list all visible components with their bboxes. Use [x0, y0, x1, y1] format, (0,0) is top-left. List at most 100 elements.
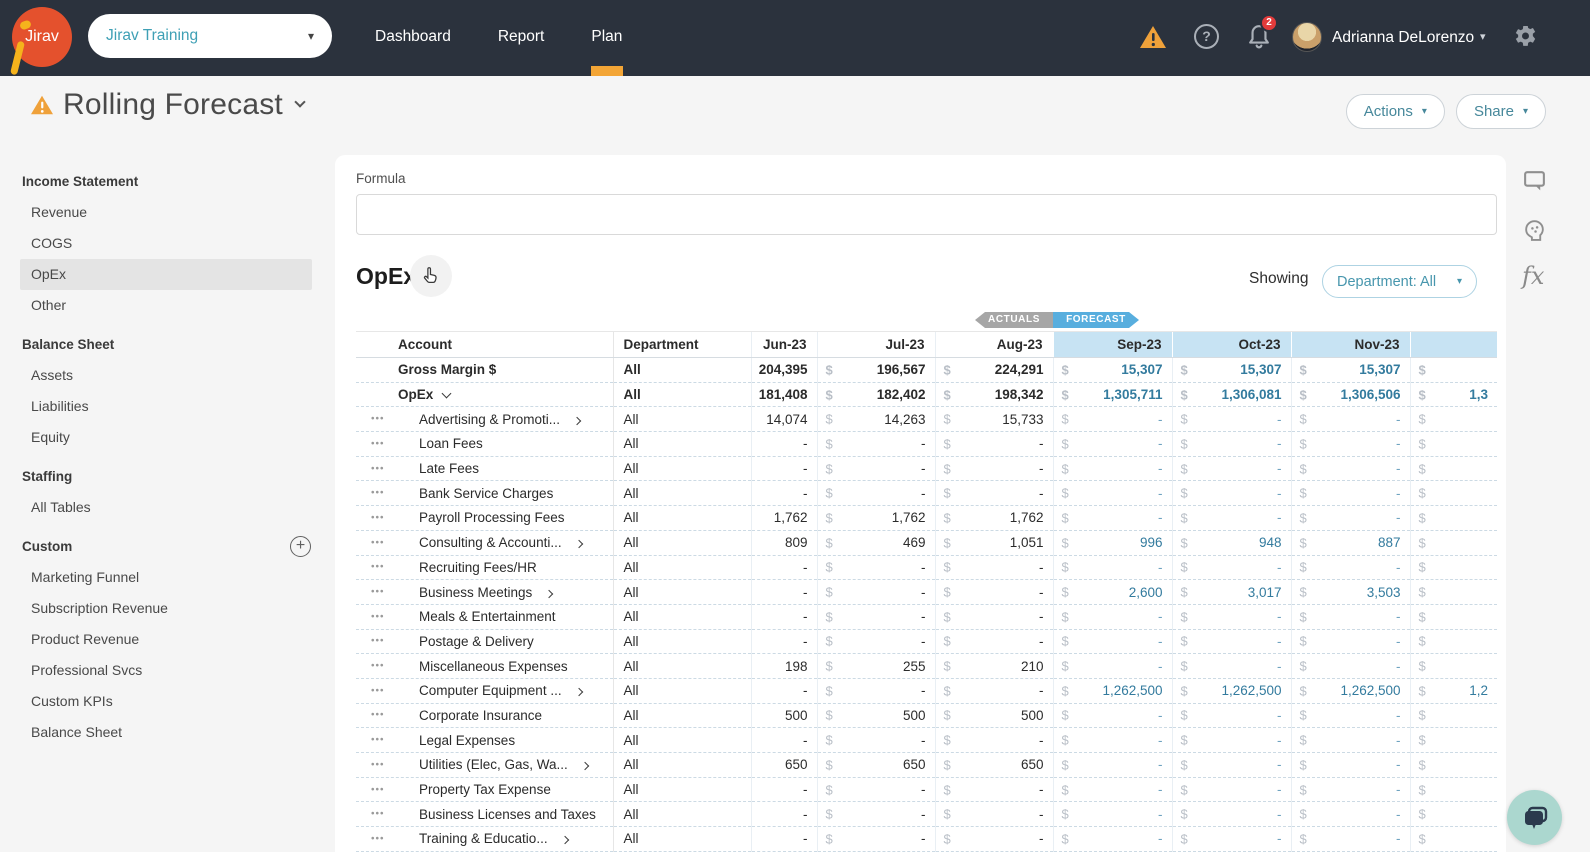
- account-name[interactable]: Corporate Insurance: [419, 707, 543, 723]
- value-cell-dec23[interactable]: $: [1409, 703, 1497, 729]
- account-name[interactable]: Payroll Processing Fees: [419, 510, 565, 526]
- value-cell-sep23[interactable]: $ -: [1052, 653, 1172, 679]
- value-cell-nov23[interactable]: $ -: [1290, 826, 1410, 852]
- user-menu[interactable]: Adrianna DeLorenzo: [1332, 29, 1475, 46]
- value-cell-jul23[interactable]: $ -: [816, 801, 935, 828]
- value-cell-aug23[interactable]: $1,762: [934, 505, 1053, 531]
- value-cell-sep23[interactable]: $ -: [1052, 604, 1172, 630]
- value-cell-aug23[interactable]: $ -: [934, 579, 1053, 605]
- value-cell-nov23[interactable]: $ -: [1290, 752, 1410, 778]
- value-cell-jul23[interactable]: $469: [816, 530, 935, 556]
- notifications-button[interactable]: 2: [1246, 14, 1278, 56]
- value-cell-jul23[interactable]: $255: [816, 653, 935, 679]
- value-cell-aug23[interactable]: $ -: [934, 604, 1053, 630]
- comment-icon[interactable]: [1522, 168, 1547, 193]
- user-caret-down-icon[interactable]: ▾: [1480, 31, 1486, 43]
- row-menu-icon[interactable]: •••: [371, 808, 385, 820]
- value-cell-dec23[interactable]: $: [1409, 431, 1497, 457]
- value-cell-sep23[interactable]: $ -: [1052, 480, 1172, 507]
- value-cell-jun23[interactable]: 500: [750, 703, 817, 729]
- value-cell-oct23[interactable]: $ -: [1171, 604, 1291, 630]
- chevron-right-icon[interactable]: [572, 416, 582, 425]
- sidebar-item-liabilities[interactable]: Liabilities: [31, 398, 89, 414]
- value-cell-jul23[interactable]: $ -: [816, 456, 935, 482]
- row-menu-icon[interactable]: •••: [371, 463, 385, 475]
- value-cell-jun23[interactable]: -: [750, 826, 817, 852]
- value-cell-oct23[interactable]: $ -: [1171, 555, 1291, 581]
- value-cell-sep23[interactable]: $ -: [1052, 431, 1172, 457]
- value-cell-nov23[interactable]: $ -: [1290, 629, 1410, 655]
- value-cell-nov23[interactable]: $ -: [1290, 505, 1410, 531]
- value-cell-jul23[interactable]: $ -: [816, 826, 935, 852]
- sidebar-item-opex[interactable]: OpEx: [20, 259, 312, 290]
- row-menu-icon[interactable]: •••: [371, 759, 385, 771]
- value-cell-dec23[interactable]: $: [1409, 653, 1497, 679]
- value-cell-sep23[interactable]: $1,262,500: [1052, 678, 1172, 704]
- value-cell-sep23[interactable]: $ -: [1052, 752, 1172, 778]
- value-cell-jun23[interactable]: -: [750, 604, 817, 630]
- value-cell-jul23[interactable]: $196,567: [816, 357, 935, 383]
- row-menu-icon[interactable]: •••: [371, 413, 385, 425]
- value-cell-sep23[interactable]: $2,600: [1052, 579, 1172, 605]
- value-cell-aug23[interactable]: $ -: [934, 727, 1053, 753]
- value-cell-oct23[interactable]: $ -: [1171, 826, 1291, 852]
- ai-assistant-icon[interactable]: [1522, 218, 1547, 243]
- avatar[interactable]: [1292, 22, 1322, 52]
- value-cell-jun23[interactable]: 1,762: [750, 505, 817, 531]
- value-cell-oct23[interactable]: $948: [1171, 530, 1291, 556]
- value-cell-jul23[interactable]: $182,402: [816, 382, 935, 408]
- account-name[interactable]: Training & Educatio...: [419, 831, 548, 847]
- sidebar-item-assets[interactable]: Assets: [31, 367, 74, 383]
- account-name[interactable]: Legal Expenses: [419, 732, 516, 748]
- value-cell-aug23[interactable]: $ -: [934, 826, 1053, 852]
- value-cell-oct23[interactable]: $ -: [1171, 505, 1291, 531]
- chevron-right-icon[interactable]: [580, 762, 590, 771]
- warning-icon[interactable]: [1139, 24, 1167, 50]
- value-cell-jun23[interactable]: -: [750, 678, 817, 704]
- value-cell-dec23[interactable]: $: [1409, 604, 1497, 630]
- value-cell-aug23[interactable]: $210: [934, 653, 1053, 679]
- jirav-logo[interactable]: Jirav: [9, 7, 72, 76]
- title-caret-down-icon[interactable]: [294, 96, 306, 108]
- value-cell-aug23[interactable]: $650: [934, 752, 1053, 778]
- row-menu-icon[interactable]: •••: [371, 660, 385, 672]
- value-cell-jun23[interactable]: -: [750, 456, 817, 482]
- value-cell-aug23[interactable]: $1,051: [934, 530, 1053, 556]
- row-menu-icon[interactable]: •••: [371, 537, 385, 549]
- value-cell-sep23[interactable]: $ -: [1052, 826, 1172, 852]
- value-cell-dec23[interactable]: $: [1409, 456, 1497, 482]
- chevron-right-icon[interactable]: [545, 589, 554, 598]
- value-cell-oct23[interactable]: $ -: [1171, 703, 1291, 729]
- sidebar-item-revenue[interactable]: Revenue: [31, 204, 88, 220]
- row-menu-icon[interactable]: •••: [371, 709, 385, 721]
- value-cell-dec23[interactable]: $: [1409, 555, 1497, 581]
- value-cell-dec23[interactable]: $: [1409, 530, 1497, 556]
- row-menu-icon[interactable]: •••: [371, 586, 385, 598]
- value-cell-oct23[interactable]: $ -: [1171, 653, 1291, 679]
- value-cell-aug23[interactable]: $224,291: [934, 357, 1053, 383]
- value-cell-jun23[interactable]: 809: [750, 530, 817, 556]
- value-cell-jul23[interactable]: $ -: [816, 579, 935, 605]
- row-menu-icon[interactable]: •••: [371, 734, 385, 746]
- row-menu-icon[interactable]: •••: [371, 784, 385, 796]
- value-cell-aug23[interactable]: $ -: [934, 777, 1053, 803]
- company-selector[interactable]: Jirav Training ▾: [88, 14, 332, 58]
- value-cell-nov23[interactable]: $ -: [1290, 604, 1410, 630]
- value-cell-dec23[interactable]: $: [1409, 801, 1497, 828]
- value-cell-jul23[interactable]: $ -: [816, 777, 935, 803]
- value-cell-nov23[interactable]: $15,307: [1290, 357, 1410, 383]
- row-menu-icon[interactable]: •••: [371, 611, 385, 623]
- value-cell-jul23[interactable]: $ -: [816, 480, 935, 507]
- account-name[interactable]: Miscellaneous Expenses: [419, 658, 568, 674]
- account-name[interactable]: Utilities (Elec, Gas, Wa...: [419, 757, 568, 773]
- value-cell-jun23[interactable]: 198: [750, 653, 817, 679]
- value-cell-dec23[interactable]: $: [1409, 727, 1497, 753]
- account-name[interactable]: Bank Service Charges: [419, 485, 554, 501]
- value-cell-dec23[interactable]: $1,2: [1409, 678, 1497, 704]
- value-cell-jun23[interactable]: -: [750, 727, 817, 753]
- account-name[interactable]: Meals & Entertainment: [419, 609, 556, 625]
- value-cell-nov23[interactable]: $ -: [1290, 653, 1410, 679]
- sidebar-item-professional-svcs[interactable]: Professional Svcs: [31, 662, 143, 678]
- value-cell-sep23[interactable]: $1,305,711: [1052, 382, 1172, 408]
- account-name[interactable]: Consulting & Accounti...: [419, 535, 562, 551]
